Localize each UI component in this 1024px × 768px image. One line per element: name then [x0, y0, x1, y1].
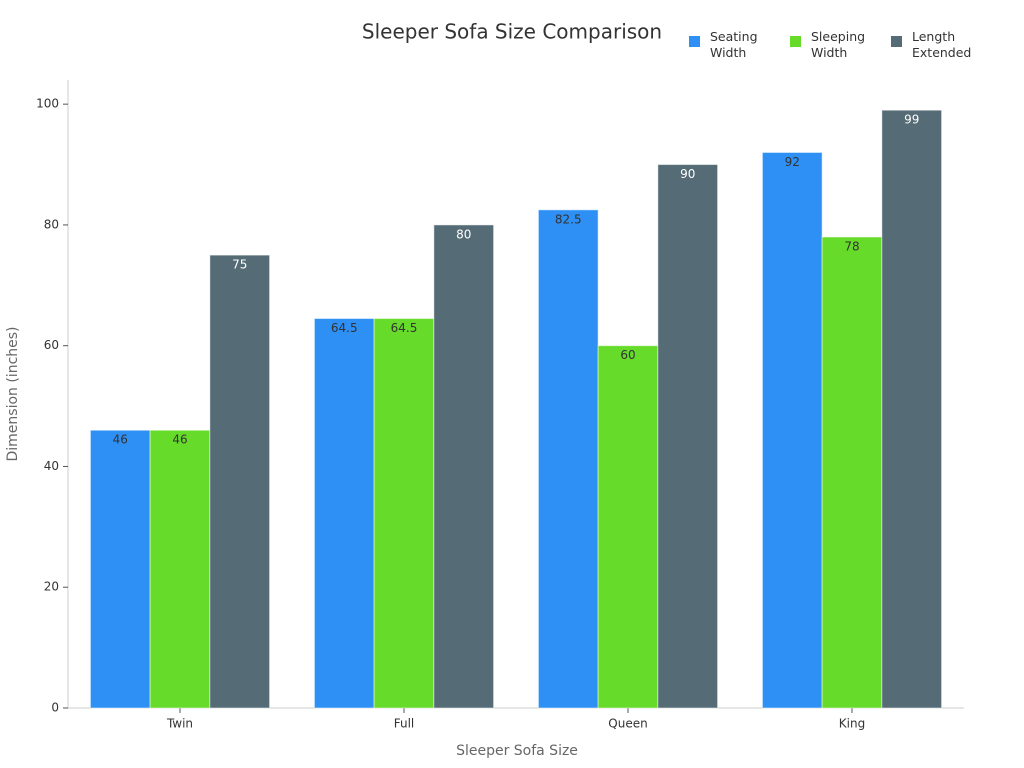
y-tick-label: 0	[51, 701, 59, 715]
bar	[537, 209, 599, 709]
value-label: 80	[456, 227, 471, 241]
x-tick-label: Queen	[608, 717, 647, 731]
legend-label: Length Extended	[912, 29, 972, 60]
value-label: 64.5	[391, 321, 418, 335]
value-label: 78	[844, 240, 859, 254]
legend-swatch	[790, 36, 801, 47]
bar	[149, 429, 211, 709]
value-label: 46	[113, 433, 128, 447]
value-label: 90	[680, 167, 695, 181]
bar	[209, 254, 271, 709]
value-label: 99	[904, 113, 919, 127]
value-label: 46	[172, 433, 187, 447]
legend-label: Seating Width	[710, 29, 758, 60]
x-tick-label: King	[839, 717, 865, 731]
bar	[313, 318, 375, 709]
x-tick-label: Twin	[166, 717, 193, 731]
legend: Seating Width Sleeping Width Length Extend…	[689, 29, 974, 61]
y-axis-label: Dimension (inches)	[5, 326, 21, 461]
x-axis-label: Sleeper Sofa Size	[456, 743, 578, 759]
bar	[657, 164, 719, 709]
bar	[821, 236, 883, 709]
bar	[89, 429, 151, 709]
value-label: 60	[620, 348, 635, 362]
y-tick-label: 60	[44, 338, 59, 352]
legend-item: Seating Width	[689, 29, 772, 61]
value-label: 64.5	[331, 321, 358, 335]
bar	[761, 151, 823, 709]
chart-title: Sleeper Sofa Size Comparison	[362, 20, 662, 44]
bar	[433, 224, 495, 709]
legend-swatch	[689, 36, 700, 47]
legend-item: Length Extended	[891, 29, 974, 61]
bar	[373, 318, 435, 709]
y-tick-label: 40	[44, 459, 59, 473]
legend-item: Sleeping Width	[790, 29, 873, 61]
bar	[597, 345, 659, 709]
bar	[881, 109, 943, 709]
y-tick-label: 80	[44, 217, 59, 231]
value-label: 92	[785, 155, 800, 169]
y-tick-label: 20	[44, 580, 59, 594]
legend-swatch	[891, 36, 902, 47]
value-label: 82.5	[555, 212, 582, 226]
legend-label: Sleeping Width	[811, 29, 866, 60]
y-tick-label: 100	[36, 97, 59, 111]
x-tick-label: Full	[394, 717, 415, 731]
value-label: 75	[232, 258, 247, 272]
